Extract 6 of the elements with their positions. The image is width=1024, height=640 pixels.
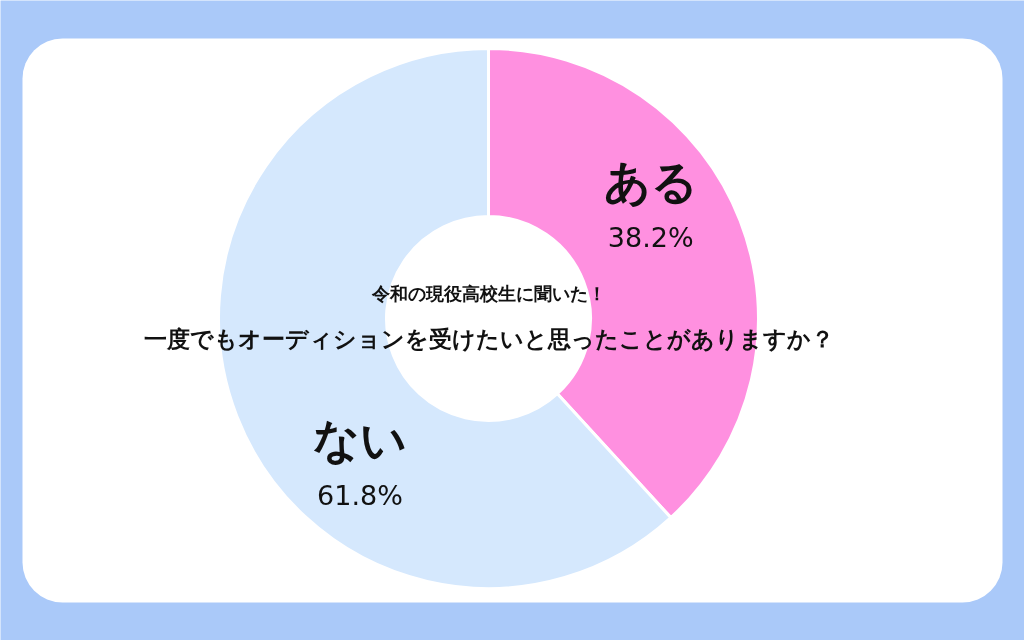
data-label: 38.2% — [607, 222, 694, 253]
text: 一度でもオーディションを受けたいと思ったことがありますか？ — [143, 325, 834, 352]
slice-label: ある — [603, 154, 698, 209]
data-label: 61.8% — [317, 480, 403, 511]
slice-label: ない — [313, 412, 407, 467]
text: 令和の現役高校生に聞いた！ — [370, 283, 606, 304]
